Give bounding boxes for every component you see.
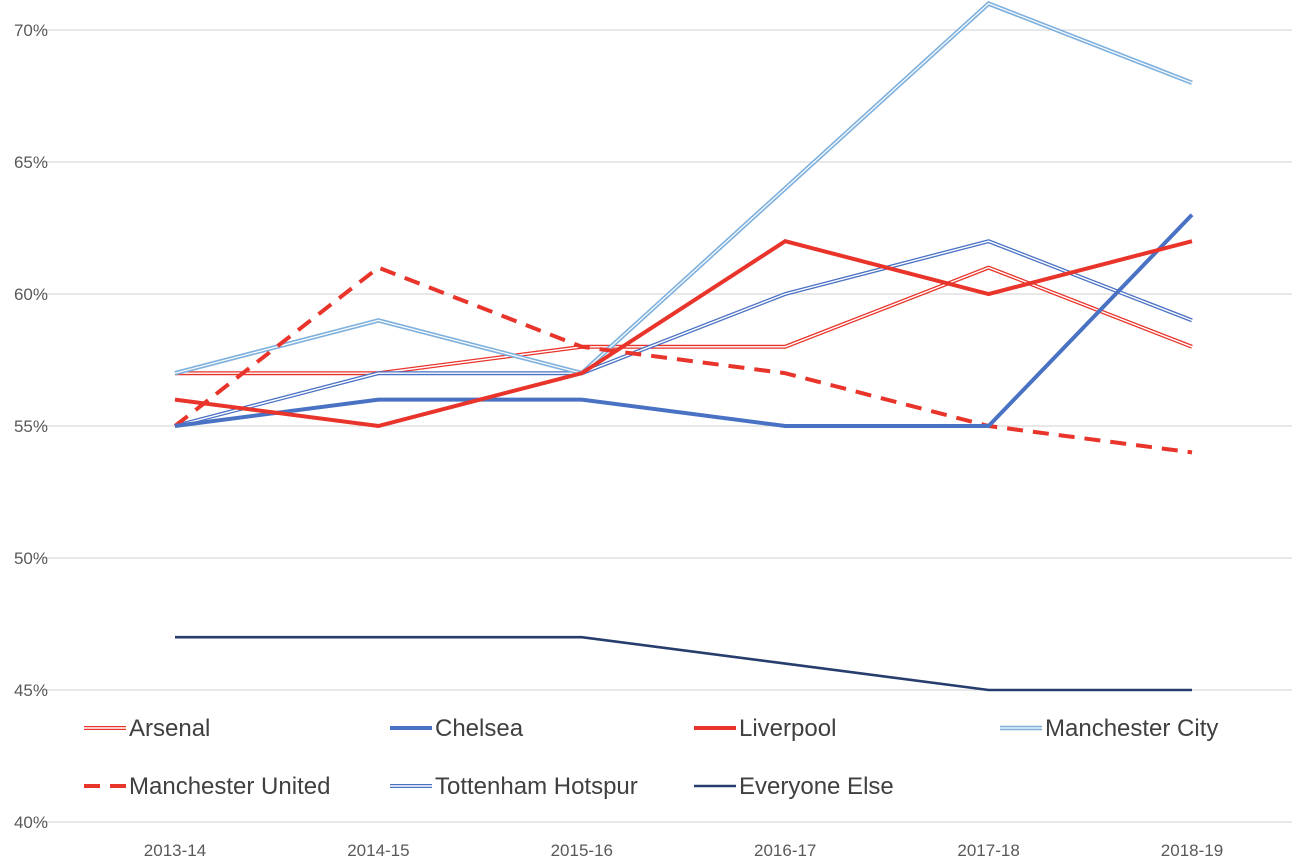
- series-line-inner: [174, 240, 1193, 427]
- legend-label: Chelsea: [435, 715, 524, 742]
- y-tick-label: 55%: [14, 417, 48, 436]
- legend-label: Liverpool: [739, 715, 836, 742]
- series-lines: [173, 0, 1194, 692]
- y-tick-label: 40%: [14, 813, 48, 832]
- legend-item: Tottenham Hotspur: [390, 773, 638, 800]
- x-tick-label: 2016-17: [754, 841, 816, 860]
- series-line-inner: [175, 266, 1193, 374]
- legend-item: Arsenal: [84, 715, 210, 742]
- y-tick-label: 70%: [14, 21, 48, 40]
- legend-label: Manchester City: [1045, 715, 1218, 742]
- series-liverpool: [174, 239, 1193, 429]
- series-chelsea: [174, 213, 1194, 428]
- x-tick-label: 2018-19: [1161, 841, 1223, 860]
- x-tick-label: 2015-16: [551, 841, 613, 860]
- series-line: [174, 239, 1193, 429]
- legend-item: Chelsea: [390, 715, 524, 742]
- x-tick-label: 2017-18: [957, 841, 1019, 860]
- series-everyone-else: [174, 635, 1193, 692]
- legend-item: Everyone Else: [694, 773, 894, 800]
- x-tick-label: 2014-15: [347, 841, 409, 860]
- legend-item: Liverpool: [694, 715, 836, 742]
- legend-label: Everyone Else: [739, 773, 894, 800]
- y-tick-label: 65%: [14, 153, 48, 172]
- y-tick-label: 45%: [14, 681, 48, 700]
- series-line-outer: [174, 0, 1193, 376]
- legend-label: Manchester United: [129, 773, 330, 800]
- series-manchester-united: [173, 265, 1193, 455]
- legend-label: Tottenham Hotspur: [435, 773, 638, 800]
- gridlines: [42, 29, 1292, 823]
- x-axis-ticks: 2013-14 2014-15 2015-16 2016-17 2017-18 2018-…: [144, 841, 1223, 860]
- x-tick-label: 2013-14: [144, 841, 206, 860]
- legend: Arsenal Chelsea Liverpool Manchester City Ma…: [84, 715, 1218, 800]
- y-tick-label: 50%: [14, 549, 48, 568]
- series-line: [175, 635, 1192, 692]
- y-tick-label: 60%: [14, 285, 48, 304]
- legend-item: Manchester United: [84, 773, 330, 800]
- series-line-inner: [174, 2, 1193, 374]
- y-axis-ticks: 40% 45% 50% 55% 60% 65% 70%: [14, 21, 48, 832]
- legend-item: Manchester City: [1000, 715, 1218, 742]
- series-line: [173, 265, 1193, 455]
- series-manchester-city: [174, 0, 1193, 376]
- legend-label: Arsenal: [129, 715, 210, 742]
- series-line: [174, 213, 1194, 428]
